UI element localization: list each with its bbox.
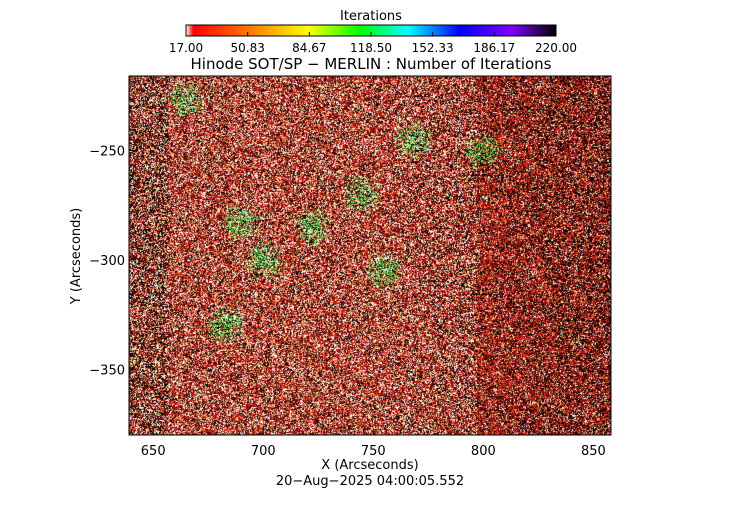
- x-tick-label: 650: [141, 444, 166, 459]
- colorbar-tick-label: 220.00: [535, 41, 577, 55]
- colorbar-ticks: 17.00 50.83 84.67 118.50 152.33 186.17 220.00: [169, 32, 577, 55]
- x-tick-label: 800: [471, 444, 496, 459]
- x-tick-label: 700: [251, 444, 276, 459]
- colorbar-tick-label: 152.33: [412, 41, 454, 55]
- y-tick-label: −350: [89, 363, 125, 378]
- y-axis-label: Y (Arcseconds): [69, 208, 84, 305]
- timestamp: 20−Aug−2025 04:00:05.552: [276, 474, 464, 489]
- y-tick-label: −300: [89, 254, 125, 269]
- x-axis-label: X (Arcseconds): [321, 458, 418, 473]
- heatmap-image: [129, 76, 611, 435]
- colorbar-tick-label: 118.50: [350, 41, 392, 55]
- colorbar-tick-label: 84.67: [292, 41, 326, 55]
- colorbar-title: Iterations: [340, 9, 402, 24]
- x-axis-ticks: 650 700 750 800 850: [141, 76, 606, 459]
- plot-frame: [128, 75, 612, 436]
- y-axis-ticks: −250 −300 −350: [89, 144, 611, 378]
- colorbar-tick-label: 17.00: [169, 41, 203, 55]
- colorbar-tick-label: 50.83: [230, 41, 264, 55]
- x-tick-label: 750: [361, 444, 386, 459]
- colorbar-tick-label: 186.17: [473, 41, 515, 55]
- y-tick-label: −250: [89, 144, 125, 159]
- x-tick-label: 850: [581, 444, 606, 459]
- chart-title: Hinode SOT/SP − MERLIN : Number of Itera…: [191, 55, 552, 73]
- plot-area: [129, 76, 611, 435]
